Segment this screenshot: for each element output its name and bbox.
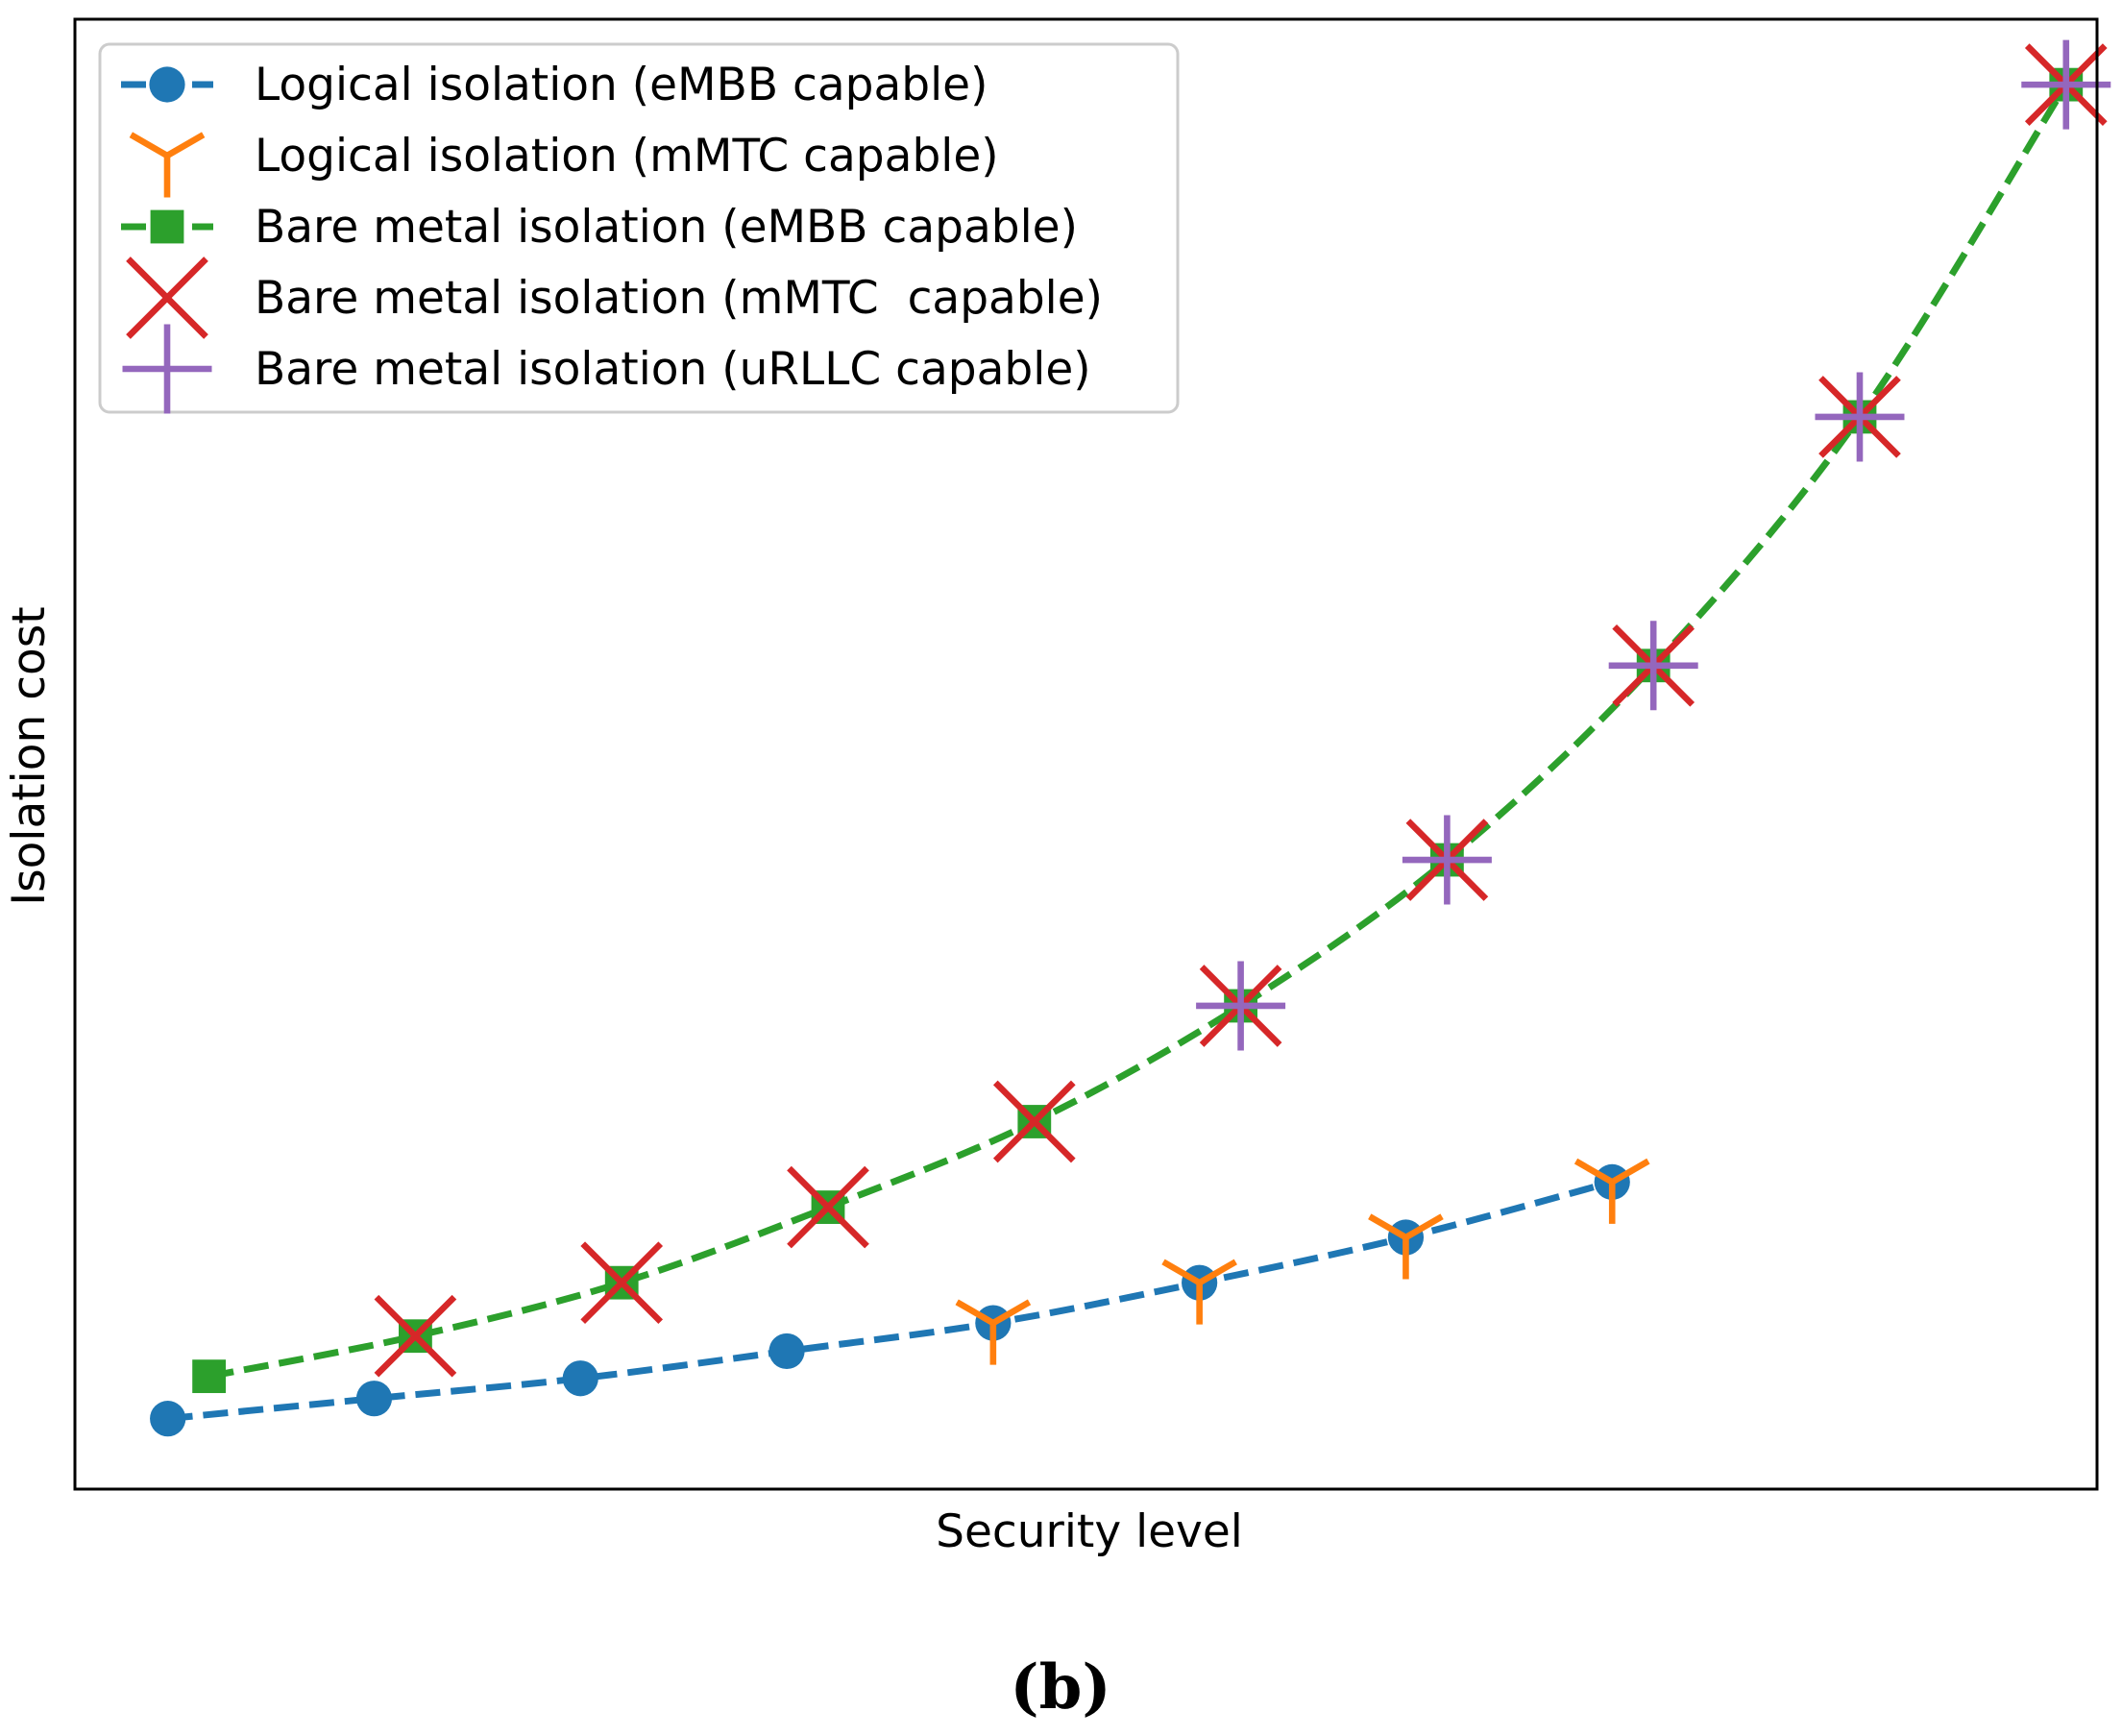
series-2-point [1368, 1213, 1444, 1280]
series-2-point [1161, 1259, 1237, 1325]
legend-label: Bare metal isolation (uRLLC capable) [255, 343, 1091, 396]
legend-label: Bare metal isolation (eMBB capable) [255, 201, 1078, 254]
legend-entry-2: Logical isolation (mMTC capable) [129, 130, 999, 198]
series-4-point [374, 1294, 457, 1378]
legend-entry-5: Bare metal isolation (uRLLC capable) [122, 324, 1091, 414]
legend-label: Bare metal isolation (mMTC capable) [255, 272, 1103, 325]
legend-marker [129, 132, 206, 198]
y-axis-label: Isolation cost [3, 606, 56, 905]
legend-marker [122, 324, 212, 414]
series-4-point [787, 1165, 869, 1249]
legend-marker [126, 257, 208, 339]
legend-entry-1: Logical isolation (eMBB capable) [121, 59, 988, 111]
series-1-point [355, 1381, 393, 1417]
x-axis-label: Security level [936, 1505, 1243, 1558]
series-layer [150, 39, 2111, 1437]
series-3-line [207, 83, 2069, 1381]
series-5 [1196, 39, 2111, 1051]
series-1-point [768, 1333, 805, 1370]
legend-entry-4: Bare metal isolation (mMTC capable) [126, 257, 1103, 339]
series-5-point [1608, 621, 1698, 711]
series-2 [955, 1158, 1650, 1365]
legend-label: Logical isolation (eMBB capable) [255, 59, 988, 111]
series-3-point [192, 1359, 227, 1394]
series-1-point [150, 1401, 186, 1437]
legend-marker [150, 209, 184, 244]
series-5-point [1815, 372, 1905, 462]
legend-marker [149, 66, 185, 103]
legend-label: Logical isolation (mMTC capable) [255, 130, 999, 183]
plot-frame [73, 17, 2099, 1491]
series-4-point [992, 1080, 1076, 1163]
figure-caption: (b) [1010, 1651, 1110, 1724]
series-4-point [580, 1241, 664, 1325]
legend: Logical isolation (eMBB capable) Logical … [98, 42, 1180, 414]
series-5-point [1402, 815, 1492, 905]
legend-entry-3: Bare metal isolation (eMBB capable) [121, 201, 1078, 254]
legend-box [98, 42, 1180, 414]
series-2-point [1573, 1158, 1650, 1224]
series-1-line [167, 1178, 1614, 1423]
series-1-point [562, 1360, 598, 1397]
series-2-point [955, 1299, 1032, 1365]
series-5-point [1196, 961, 1286, 1051]
